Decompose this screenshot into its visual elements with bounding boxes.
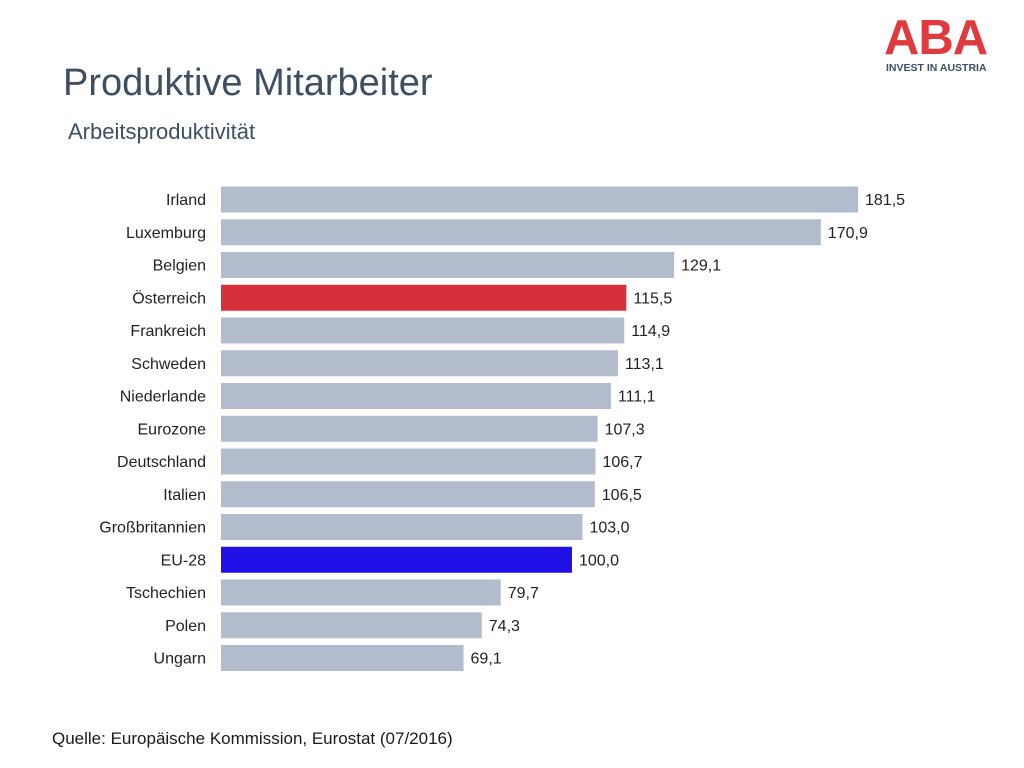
- bar-niederlande: [221, 383, 611, 409]
- category-label-luxemburg: Luxemburg: [126, 225, 206, 242]
- category-label-deutschland: Deutschland: [117, 454, 206, 471]
- value-label-oesterreich: 115,5: [633, 290, 672, 307]
- value-label-polen: 74,3: [489, 618, 520, 635]
- value-label-belgien: 129,1: [681, 258, 721, 275]
- bar-irland: [221, 186, 858, 213]
- category-label-italien: Italien: [163, 487, 206, 504]
- category-label-niederlande: Niederlande: [120, 389, 206, 406]
- bar-grossbritannien: [221, 514, 583, 540]
- category-label-belgien: Belgien: [153, 258, 206, 275]
- logo-tagline: INVEST IN AUSTRIA: [886, 62, 987, 74]
- page-title: Produktive Mitarbeiter: [63, 62, 433, 104]
- bar-belgien: [221, 252, 675, 278]
- value-label-eu-28: 100,0: [579, 552, 619, 569]
- bar-polen: [221, 612, 482, 639]
- category-label-schweden: Schweden: [131, 356, 206, 373]
- bar-eurozone: [221, 415, 598, 442]
- category-label-oesterreich: Österreich: [132, 289, 206, 307]
- category-label-eu-28: EU-28: [161, 552, 206, 569]
- bar-italien: [221, 481, 595, 508]
- value-label-irland: 181,5: [865, 192, 905, 209]
- value-label-italien: 106,5: [602, 487, 642, 504]
- category-label-tschechien: Tschechien: [126, 585, 206, 602]
- bar-schweden: [221, 350, 618, 377]
- value-label-tschechien: 79,7: [508, 585, 539, 602]
- value-label-grossbritannien: 103,0: [589, 520, 629, 537]
- value-label-eurozone: 107,3: [605, 421, 645, 438]
- bar-eu-28: [221, 546, 572, 573]
- value-label-schweden: 113,1: [625, 356, 664, 373]
- value-label-niederlande: 111,1: [618, 389, 656, 406]
- category-label-ungarn: Ungarn: [154, 651, 206, 668]
- bar-frankreich: [221, 317, 625, 344]
- category-label-eurozone: Eurozone: [138, 421, 207, 438]
- aba-logo: ABA INVEST IN AUSTRIA: [884, 14, 1000, 78]
- bar-tschechien: [221, 579, 501, 606]
- bar-deutschland: [221, 448, 596, 475]
- category-label-irland: Irland: [166, 192, 206, 209]
- bar-luxemburg: [221, 219, 821, 246]
- value-label-deutschland: 106,7: [602, 454, 642, 471]
- value-label-ungarn: 69,1: [471, 651, 502, 668]
- category-label-grossbritannien: Großbritannien: [99, 520, 206, 537]
- page-subtitle: Arbeitsproduktivität: [68, 119, 256, 144]
- value-label-frankreich: 114,9: [631, 323, 670, 340]
- bar-oesterreich: [221, 284, 627, 311]
- bar-ungarn: [221, 645, 464, 671]
- logo-mark: ABA: [884, 11, 988, 65]
- source-note: Quelle: Europäische Kommission, Eurostat…: [52, 729, 453, 748]
- category-label-polen: Polen: [165, 618, 206, 635]
- category-label-frankreich: Frankreich: [130, 323, 206, 340]
- value-label-luxemburg: 170,9: [828, 225, 868, 242]
